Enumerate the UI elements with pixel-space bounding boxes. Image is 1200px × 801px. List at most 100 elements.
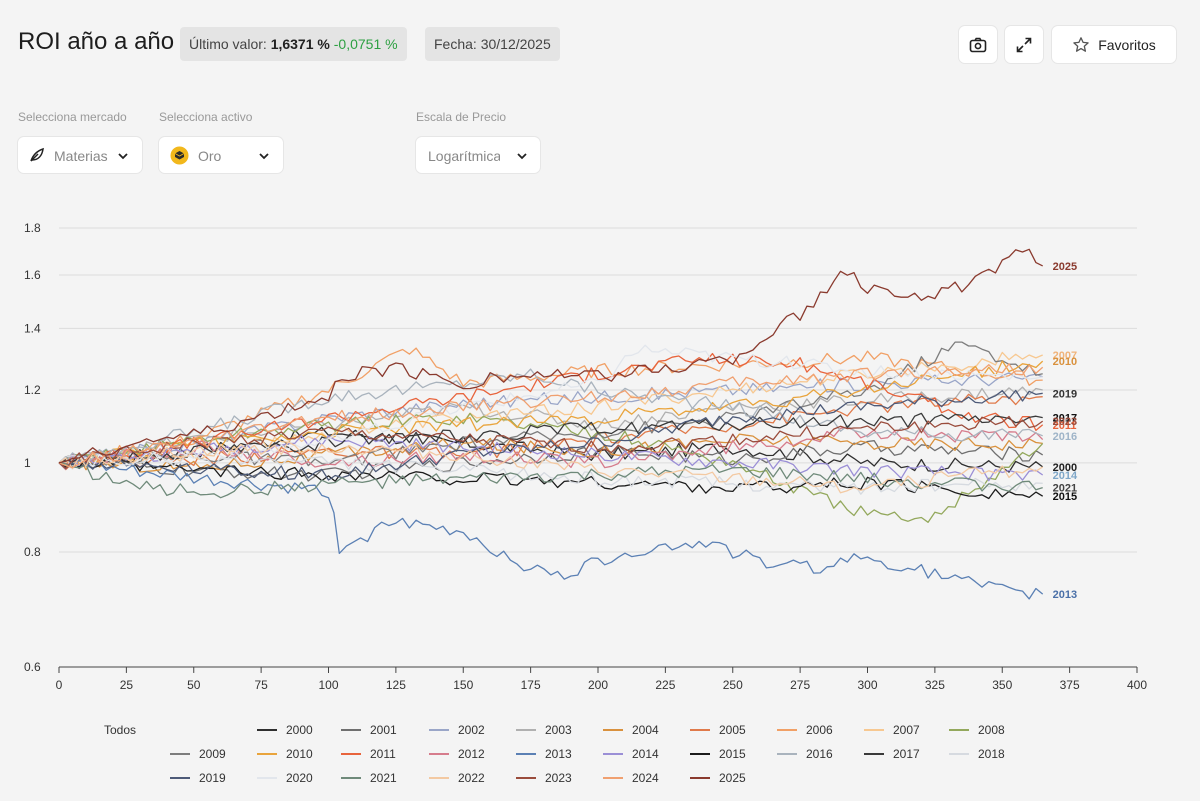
legend-swatch [864,729,884,731]
x-tick-label: 375 [1060,678,1080,692]
legend-item-2002[interactable]: 2002 [429,721,485,739]
header: ROI año a año Último valor: 1,6371 % -0,… [18,26,1180,66]
star-icon [1072,36,1090,54]
legend-label: 2003 [545,723,572,737]
legend-label: 2021 [370,771,397,785]
scale-label: Escala de Precio [416,110,507,124]
x-tick-label: 100 [318,678,338,692]
legend-item-2019[interactable]: 2019 [170,769,226,787]
legend-item-2015[interactable]: 2015 [690,745,746,763]
legend-item-2006[interactable]: 2006 [777,721,833,739]
legend-swatch [170,753,190,755]
legend-item-2010[interactable]: 2010 [257,745,313,763]
legend-item-2004[interactable]: 2004 [603,721,659,739]
legend-item-2003[interactable]: 2003 [516,721,572,739]
end-label-2015: 2015 [1053,491,1077,503]
x-tick-label: 275 [790,678,810,692]
legend-label: 2001 [370,723,397,737]
market-label: Selecciona mercado [18,110,127,124]
legend-swatch [603,729,623,731]
legend-item-2014[interactable]: 2014 [603,745,659,763]
legend-label: 2012 [458,747,485,761]
end-label-2016: 2016 [1053,431,1077,443]
series-line-2013 [58,458,1044,600]
legend-swatch [777,753,797,755]
expand-icon [1015,36,1033,54]
legend-all-label: Todos [104,723,137,737]
market-select[interactable]: Materias [18,137,142,173]
legend-label: 2017 [893,747,920,761]
x-tick-label: 250 [723,678,743,692]
legend-item-2022[interactable]: 2022 [429,769,485,787]
fullscreen-button[interactable] [1005,26,1043,63]
favorites-button[interactable]: Favoritos [1052,26,1176,63]
legend-item-2011[interactable]: 2011 [341,745,396,763]
x-tick-label: 75 [254,678,268,692]
y-tick-label: 1 [24,456,31,470]
end-label-2023: 2023 [1053,416,1077,428]
chevron-down-icon [516,149,528,167]
roi-line-chart: 0.6 0.8 1 1.2 1.4 1.6 1.8 0 25 50 75 100 125 150 175 20… [24,221,1147,692]
legend-swatch [864,753,884,755]
legend-item-2008[interactable]: 2008 [949,721,1005,739]
y-tick-label: 1.4 [24,321,41,335]
legend-label: 2011 [370,747,396,761]
series-line-2014 [58,435,1044,482]
favorites-label: Favoritos [1098,36,1156,53]
y-tick-label: 0.8 [24,545,41,559]
legend-label: 2005 [719,723,746,737]
legend-swatch [257,729,277,731]
legend-swatch [949,753,969,755]
asset-select[interactable]: Oro [159,137,283,173]
series-line-2011 [58,352,1044,465]
end-label-2021: 2021 [1053,483,1077,495]
leaf-icon [29,147,45,168]
screenshot-button[interactable] [959,26,997,63]
series-line-2020 [58,344,1043,470]
legend-label: 2010 [286,747,313,761]
legend-all[interactable]: Todos [104,721,136,739]
legend-swatch [603,753,623,755]
camera-icon [969,37,987,53]
legend-item-2000[interactable]: 2000 [257,721,313,739]
series-line-2003 [58,386,1043,464]
legend-item-2016[interactable]: 2016 [777,745,833,763]
legend-item-2023[interactable]: 2023 [516,769,572,787]
legend-item-2024[interactable]: 2024 [603,769,659,787]
scale-select[interactable]: Logarítmica [416,137,540,173]
end-label-2007: 2007 [1053,350,1077,362]
legend-item-2013[interactable]: 2013 [516,745,572,763]
legend-swatch [170,777,190,779]
legend-item-2017[interactable]: 2017 [864,745,920,763]
series-line-2025 [58,248,1043,464]
legend-label: 2020 [286,771,313,785]
end-label-2014: 2014 [1053,470,1078,482]
legend-item-2025[interactable]: 2025 [690,769,746,787]
legend-label: 2013 [545,747,572,761]
legend-label: 2022 [458,771,485,785]
x-tick-label: 175 [521,678,541,692]
legend-swatch [603,777,623,779]
legend-swatch [429,753,449,755]
legend-item-2012[interactable]: 2012 [429,745,485,763]
legend-item-2001[interactable]: 2001 [341,721,397,739]
y-tick-label: 1.6 [24,268,41,282]
gold-bar-icon [170,146,189,170]
legend-label: 2023 [545,771,572,785]
legend-item-2021[interactable]: 2021 [341,769,397,787]
legend-item-2020[interactable]: 2020 [257,769,313,787]
legend-swatch [516,753,536,755]
legend-swatch [429,777,449,779]
legend-item-2009[interactable]: 2009 [170,745,226,763]
legend-item-2005[interactable]: 2005 [690,721,746,739]
legend-label: 2008 [978,723,1005,737]
legend-item-2018[interactable]: 2018 [949,745,1005,763]
legend-swatch [257,777,277,779]
legend-label: 2024 [632,771,659,785]
chevron-down-icon [258,149,270,167]
x-tick-label: 325 [925,678,945,692]
legend-swatch [341,729,361,731]
end-label-2011: 2011 [1053,420,1077,432]
end-label-2013: 2013 [1053,589,1077,601]
legend-item-2007[interactable]: 2007 [864,721,920,739]
